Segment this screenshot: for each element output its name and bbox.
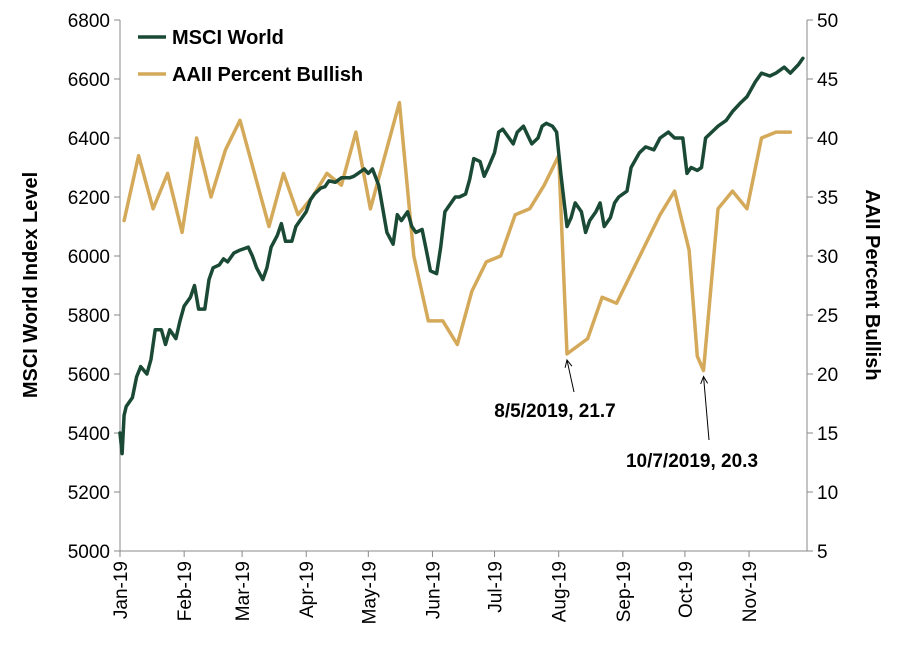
x-axis: Jan-19 Feb-19 Mar-19 Apr-19 May-19 Jun-19 Jul-… [111,551,761,624]
series-lines [118,56,805,456]
annotation-arrowhead [564,358,573,368]
x-tick-label: Feb-19 [175,561,196,621]
x-tick-label: Oct-19 [676,561,697,618]
right-tick-label: 5 [817,542,828,563]
x-tick-label: Jan-19 [111,561,132,619]
right-tick-label: 50 [817,11,838,32]
x-tick-label: Mar-19 [233,561,254,621]
aaii-bullish-line [122,100,793,373]
plot-area [119,20,808,552]
right-tick-label: 35 [817,188,838,209]
x-tick-label: Nov-19 [740,561,761,622]
left-tick-label: 6600 [68,70,110,91]
x-tick-label: Aug-19 [550,561,571,622]
left-tick-label: 6000 [68,247,110,268]
x-tick-label: Apr-19 [297,561,318,618]
right-tick-label: 10 [817,483,838,504]
right-tick-label: 45 [817,70,838,91]
annotations: 8/5/2019, 21.7 10/7/2019, 20.3 [494,358,758,472]
right-tick-label: 20 [817,365,838,386]
x-tick-label: Jun-19 [423,561,444,619]
annotation-arrow [566,359,575,393]
right-tick-label: 30 [817,247,838,268]
left-tick-label: 5600 [68,365,110,386]
x-tick-label: Jul-19 [486,561,507,613]
legend-label-aaii: AAII Percent Bullish [172,64,363,86]
msci-world-line [118,56,805,456]
x-tick-label: May-19 [359,561,380,624]
left-tick-label: 5000 [68,542,110,563]
annotation-label: 10/7/2019, 20.3 [626,451,758,472]
left-axis-title: MSCI World Index Level [20,172,42,398]
left-tick-label: 6400 [68,129,110,150]
left-tick-label: 5400 [68,424,110,445]
annotation-arrowhead [700,375,709,385]
annotation-arrow [703,376,710,441]
legend-label-msci: MSCI World [172,27,284,49]
left-tick-label: 5200 [68,483,110,504]
x-tick-label: Sep-19 [614,561,635,622]
right-tick-label: 40 [817,129,838,150]
right-axis: 5 10 15 20 25 30 35 40 45 50 [807,11,838,563]
right-tick-label: 25 [817,306,838,327]
right-axis-title: AAII Percent Bullish [861,189,883,380]
left-tick-label: 5800 [68,306,110,327]
left-tick-label: 6800 [68,11,110,32]
right-tick-label: 15 [817,424,838,445]
annotation-label: 8/5/2019, 21.7 [494,401,616,422]
legend: MSCI World AAII Percent Bullish [138,27,363,86]
left-axis: 5000 5200 5400 5600 5800 6000 6200 6400 6600 6800 [68,11,120,563]
left-tick-label: 6200 [68,188,110,209]
